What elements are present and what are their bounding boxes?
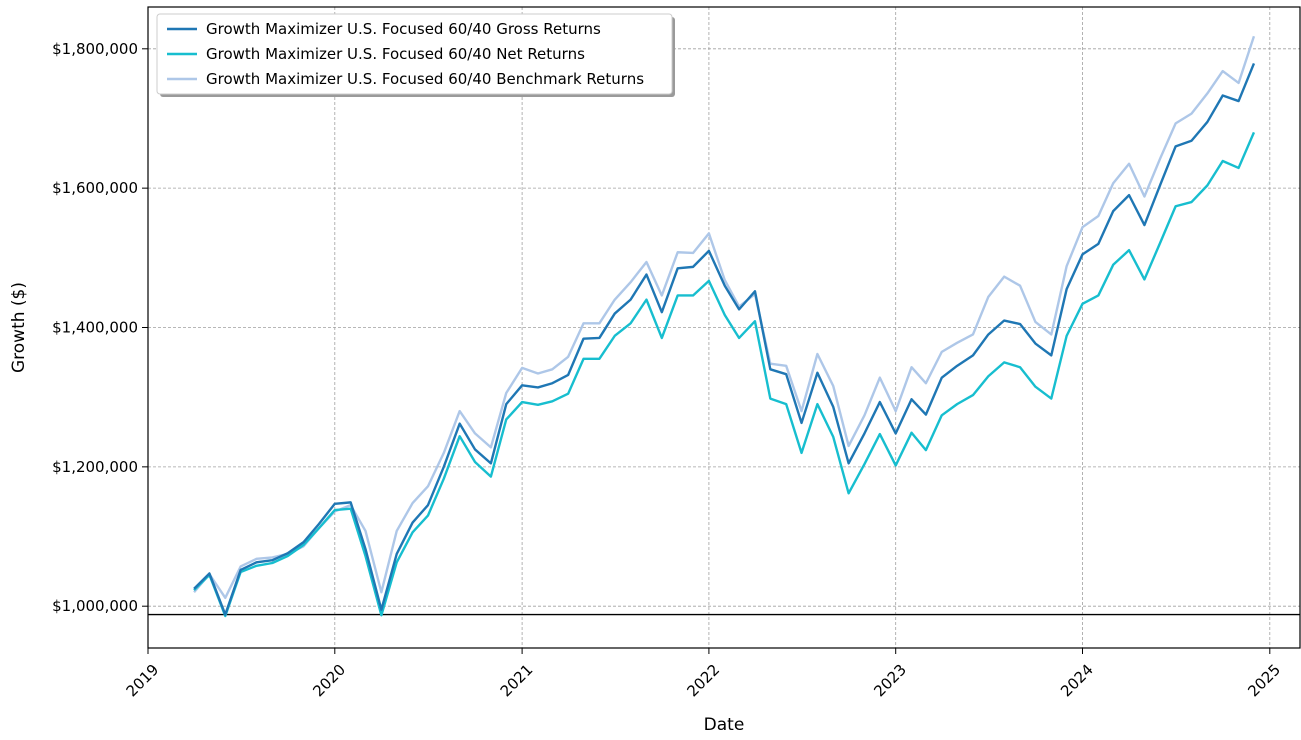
x-tick-label: 2023 xyxy=(870,661,910,701)
x-tick-label: 2019 xyxy=(123,661,163,701)
y-tick-label: $1,200,000 xyxy=(52,458,138,476)
y-tick-label: $1,600,000 xyxy=(52,179,138,197)
y-axis: $1,000,000 $1,200,000 $1,400,000 $1,600,000… xyxy=(52,40,148,615)
x-tick-label: 2024 xyxy=(1057,661,1097,701)
legend-label-1: Growth Maximizer U.S. Focused 60/40 Net … xyxy=(206,45,585,63)
x-tick-label: 2020 xyxy=(309,661,349,701)
legend-items: Growth Maximizer U.S. Focused 60/40 Gros… xyxy=(167,20,644,88)
y-tick-label: $1,400,000 xyxy=(52,319,138,337)
series-group xyxy=(193,35,1256,618)
x-axis: 2019 2020 2021 2022 2023 2024 2025 xyxy=(123,648,1284,701)
x-tick-label: 2025 xyxy=(1244,661,1284,701)
y-tick-label: $1,000,000 xyxy=(52,597,138,615)
legend: Growth Maximizer U.S. Focused 60/40 Gros… xyxy=(156,13,675,97)
grid xyxy=(147,7,1300,648)
x-axis-label: Date xyxy=(704,715,745,735)
series-line-2 xyxy=(193,35,1256,600)
y-tick-label: $1,800,000 xyxy=(52,40,138,58)
legend-box xyxy=(156,13,673,95)
series-line-1 xyxy=(193,131,1256,618)
series-line-0 xyxy=(193,62,1256,616)
y-axis-label: Growth ($) xyxy=(9,282,29,373)
x-tick-label: 2022 xyxy=(684,661,724,701)
legend-label-0: Growth Maximizer U.S. Focused 60/40 Gros… xyxy=(206,20,601,38)
legend-label-2: Growth Maximizer U.S. Focused 60/40 Benc… xyxy=(206,70,644,88)
x-tick-label: 2021 xyxy=(497,661,537,701)
